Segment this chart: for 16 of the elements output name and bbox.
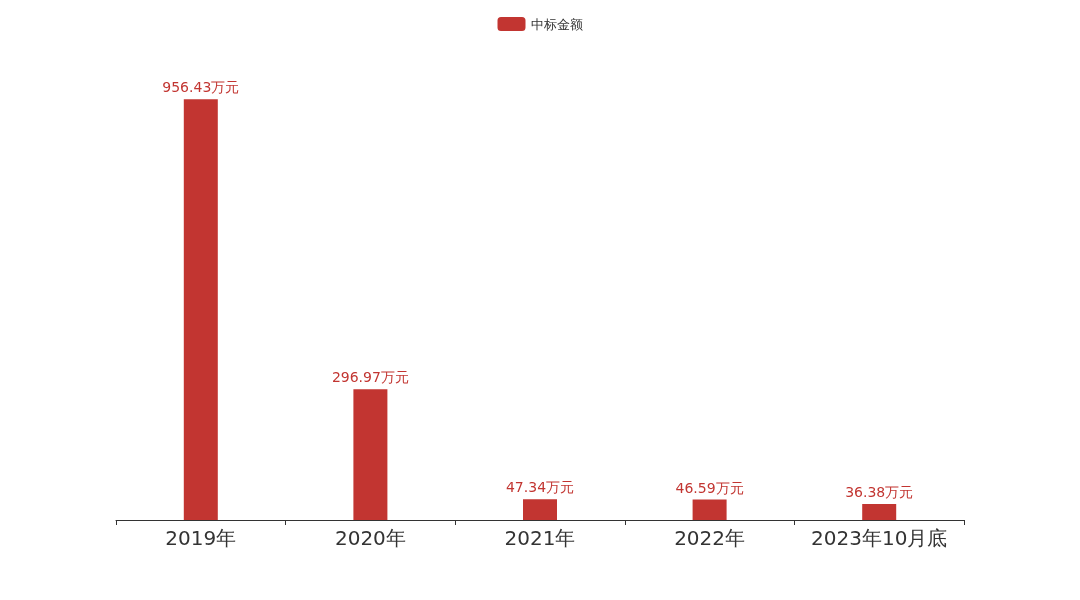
x-tick-label: 2021年 xyxy=(504,526,576,550)
bar xyxy=(862,503,897,520)
bar xyxy=(353,389,388,520)
x-tick-label: 2023年10月底 xyxy=(811,526,948,550)
data-label: 36.38万元 xyxy=(845,483,914,500)
bar xyxy=(692,499,727,520)
x-tick-label: 2020年 xyxy=(334,526,406,550)
data-label: 296.97万元 xyxy=(331,369,409,386)
x-tick-label: 2022年 xyxy=(674,526,746,550)
data-label: 47.34万元 xyxy=(505,479,575,496)
data-label: 956.43万元 xyxy=(162,79,240,96)
bar xyxy=(183,99,218,520)
data-label: 46.59万元 xyxy=(675,479,744,496)
bar xyxy=(523,499,557,520)
x-tick-label: 2019年 xyxy=(165,526,237,550)
legend-label: 中标金额 xyxy=(530,16,583,32)
